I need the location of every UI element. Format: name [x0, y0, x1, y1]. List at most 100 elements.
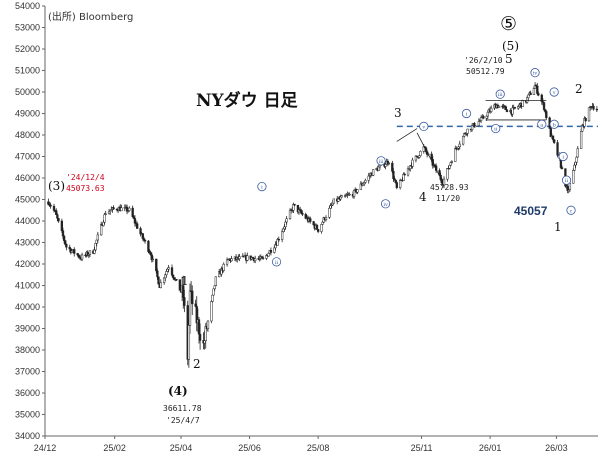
candle-body [162, 277, 166, 283]
candle-body [47, 201, 50, 205]
candle-body [206, 320, 210, 330]
candle-body [553, 139, 556, 143]
candle-body [394, 179, 397, 183]
wave-5-label: (5) [502, 39, 519, 53]
candle-body [56, 214, 59, 219]
candle-body [120, 207, 123, 212]
candle-body [458, 143, 461, 148]
candles-group [47, 82, 599, 368]
candle-body [167, 267, 170, 270]
candle-body [592, 106, 595, 110]
candle-body [73, 249, 76, 254]
candle-body [288, 210, 292, 220]
candle-body [157, 276, 160, 285]
x-tick-label: 24/12 [34, 443, 57, 453]
candle-body [348, 193, 351, 196]
wave-circle [461, 108, 472, 119]
candle-body [188, 290, 192, 326]
candle-body [156, 270, 159, 278]
wave-circle-label: c [570, 208, 573, 214]
candle-body [595, 108, 599, 111]
candle-body [61, 230, 65, 237]
candle-body [395, 182, 398, 188]
low-1120-date: 11/20 [436, 194, 460, 203]
candle-body [94, 243, 97, 251]
candle-body [171, 274, 175, 278]
candle-body [387, 162, 391, 165]
candle-body [143, 239, 147, 242]
y-tick-labels: 34000 35000 36000 37000 38000 39000 40000 41000… [15, 1, 45, 441]
trend-line-segment [416, 132, 444, 183]
candle-body [52, 205, 56, 211]
wave-circle [257, 182, 267, 192]
candle-body [450, 161, 454, 163]
wave-small-label-2: 2 [193, 357, 201, 371]
candle-body [560, 167, 564, 169]
candle-body [149, 252, 152, 255]
candle-body [536, 85, 539, 94]
candle-body [328, 207, 331, 218]
candle-body [339, 196, 342, 200]
candle-body [49, 204, 52, 207]
candle-body [88, 250, 92, 255]
x-tick-label: 25/11 [411, 443, 433, 453]
candle-body [466, 128, 469, 134]
trend-line-segment [396, 128, 418, 142]
candle-body [198, 333, 202, 341]
low-1120-label: 4 [419, 190, 427, 204]
x-tick-label: 26/01 [479, 443, 502, 453]
candle-body [93, 249, 96, 254]
candle-body [364, 180, 367, 183]
candle-body [225, 259, 229, 265]
y-tick-label: 34000 [15, 431, 40, 441]
y-tick-label: 50000 [15, 87, 40, 97]
candle-body [526, 97, 529, 103]
y-tick-label: 46000 [15, 173, 40, 183]
candle-body [579, 131, 583, 149]
axis-group [44, 6, 598, 437]
y-tick-label: 37000 [15, 367, 40, 377]
candle-body [315, 225, 319, 230]
candle-body [403, 173, 406, 176]
wave-4-date: '25/4/7 [166, 416, 200, 425]
candle-body [532, 88, 536, 95]
wave-circle [495, 89, 505, 99]
candle-body [549, 128, 552, 138]
candle-body [95, 239, 98, 244]
wave-circle-label: b [553, 122, 556, 128]
candle-body [131, 207, 134, 217]
candle-body [254, 258, 257, 261]
candle-body [587, 107, 591, 122]
source-label: (出所) Bloomberg [48, 10, 133, 23]
candle-body [197, 319, 201, 335]
wave-small-label-1: 1 [181, 274, 189, 288]
y-tick-label: 51000 [15, 66, 40, 76]
wave-circle [549, 119, 559, 129]
candle-body [102, 221, 105, 226]
candle-body [246, 255, 249, 261]
candle-body [57, 218, 60, 222]
candle-body [301, 212, 304, 215]
candle-body [103, 214, 106, 223]
candle-body [191, 290, 194, 305]
candle-body [449, 162, 452, 166]
candle-body [482, 116, 485, 119]
candle-body [324, 217, 328, 220]
candle-body [332, 198, 336, 204]
wave-circle-label: iii [379, 159, 384, 165]
y-tick-label: 45000 [15, 195, 40, 205]
candle-body [485, 115, 488, 119]
candle-body [261, 257, 265, 259]
wave-circle-label: v [552, 90, 556, 96]
x-tick-label: 25/08 [307, 443, 330, 453]
candle-body [165, 271, 168, 276]
candle-body [573, 164, 576, 171]
candle-body [212, 288, 215, 296]
wave-circle [561, 175, 572, 185]
candle-body [356, 189, 359, 193]
candle-body [187, 325, 191, 360]
x-tick-label: 25/04 [170, 443, 193, 453]
x-tick-label: 26/03 [545, 443, 568, 453]
candle-body [155, 258, 158, 272]
